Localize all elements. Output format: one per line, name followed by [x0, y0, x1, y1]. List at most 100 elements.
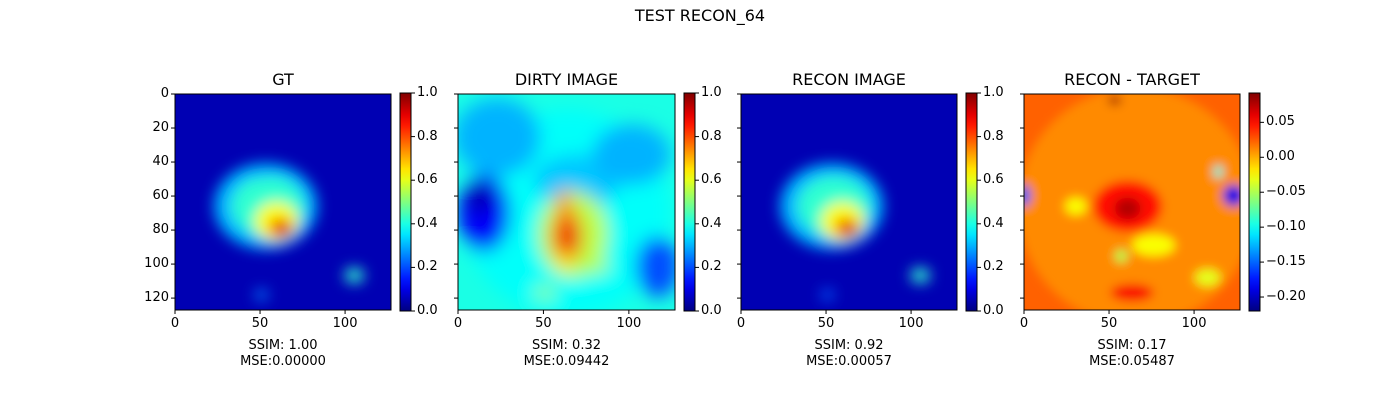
axes-frame [174, 93, 392, 311]
colorbar [965, 92, 978, 312]
x-tick-label: 50 [535, 316, 552, 331]
y-tick-label: 40 [152, 154, 169, 170]
panel-title: RECON - TARGET [1064, 70, 1200, 89]
heatmap-blob [1222, 184, 1240, 207]
x-tick-label: 100 [1181, 316, 1207, 331]
heatmap-blob [561, 221, 577, 252]
colorbar-tick-label: 0.0 [701, 303, 722, 318]
colorbar-tick-label: 0.2 [417, 259, 438, 275]
x-tick-label: 100 [898, 316, 924, 331]
heatmap-blob [533, 286, 556, 300]
heatmap-blob [910, 267, 931, 283]
heatmap-blob [557, 189, 571, 215]
colorbar [399, 92, 412, 312]
heatmap-blob [1194, 268, 1221, 287]
colorbar-tick-label: 0.00 [1266, 149, 1295, 165]
panel-title: GT [272, 70, 294, 89]
colorbar-tick-label: 0.6 [701, 172, 722, 188]
colorbar-tick-label: 0.8 [983, 128, 1004, 144]
heatmap-blob [458, 98, 541, 177]
mse-value: MSE:0.05487 [1089, 354, 1175, 369]
y-tick-label: 60 [152, 188, 169, 204]
heatmap-image-1 [175, 94, 391, 310]
colorbar-tick-label: 0.6 [417, 172, 438, 188]
heatmap-blob [1132, 234, 1176, 256]
axes-frame [457, 93, 676, 311]
colorbar-tick-label: 0.0 [983, 303, 1004, 318]
axes-frame [1023, 93, 1241, 311]
panel-title: RECON IMAGE [792, 70, 906, 89]
heatmap-blob [1114, 197, 1141, 220]
x-tick-label: 100 [616, 316, 642, 331]
colorbar-tick-label: 0.4 [701, 215, 722, 231]
heatmap-blob [1024, 184, 1031, 207]
metrics-label: SSIM: 0.32 MSE:0.09442 [438, 338, 695, 370]
panel-title: DIRTY IMAGE [514, 70, 619, 89]
heatmap-blob [575, 260, 610, 274]
ssim-value: SSIM: 0.32 [531, 338, 601, 353]
colorbar [683, 92, 696, 312]
y-tick-label: 80 [152, 222, 169, 238]
metrics-label: SSIM: 0.17 MSE:0.05487 [1004, 338, 1260, 370]
ssim-value: SSIM: 0.92 [814, 338, 884, 353]
colorbar-tick-label: 0.2 [701, 259, 722, 275]
heatmap-blob [635, 236, 675, 298]
figure-title: TEST RECON_64 [634, 6, 766, 25]
x-tick-label: 0 [170, 316, 180, 331]
heatmap-blob [1114, 249, 1128, 263]
heatmap-blob [276, 224, 290, 236]
x-tick-label: 0 [453, 316, 463, 331]
colorbar-tick-label: 0.2 [983, 259, 1004, 275]
metrics-label: SSIM: 1.00 MSE:0.00000 [155, 338, 411, 370]
colorbar-tick-label: −0.15 [1266, 254, 1306, 270]
ssim-value: SSIM: 1.00 [248, 338, 318, 353]
y-tick-label: 120 [144, 290, 169, 306]
colorbar-tick-label: −0.05 [1266, 184, 1306, 200]
heatmap-blob [820, 289, 834, 301]
mse-value: MSE:0.09442 [523, 354, 610, 369]
heatmap-blob [592, 124, 671, 185]
metrics-label: SSIM: 0.92 MSE:0.00057 [721, 338, 977, 370]
heatmap-blob [344, 267, 364, 283]
heatmap-image-3 [741, 94, 957, 310]
x-tick-label: 0 [1019, 316, 1029, 331]
colorbar-tick-label: 0.4 [983, 215, 1004, 231]
heatmap-blob [1214, 165, 1223, 179]
x-tick-label: 50 [251, 316, 269, 331]
x-tick-label: 50 [817, 316, 835, 331]
colorbar [1248, 92, 1261, 312]
heatmap-blob [557, 251, 571, 274]
x-tick-label: 100 [332, 316, 358, 331]
y-tick-label: 100 [144, 256, 169, 272]
heatmap-blob [466, 180, 493, 215]
colorbar-tick-label: 1.0 [983, 85, 1004, 100]
heatmap-image-2 [458, 94, 675, 310]
ssim-value: SSIM: 0.17 [1097, 338, 1167, 353]
mse-value: MSE:0.00000 [240, 354, 326, 369]
colorbar-tick-label: 0.8 [417, 128, 438, 144]
colorbar-tick-label: 1.0 [417, 85, 438, 100]
colorbar-tick-label: 0.4 [417, 215, 438, 231]
colorbar-tick-label: −0.10 [1266, 219, 1306, 235]
x-tick-label: 0 [736, 316, 746, 331]
heatmap-image-4 [1024, 94, 1240, 310]
heatmap-blob [842, 224, 856, 236]
colorbar-tick-label: 0.05 [1266, 114, 1295, 130]
colorbar-tick-label: 0.0 [417, 303, 438, 318]
x-tick-label: 50 [1100, 316, 1118, 331]
heatmap-blob [250, 165, 273, 179]
y-tick-label: 0 [160, 86, 169, 101]
heatmap-blob [254, 289, 268, 301]
colorbar-tick-label: 1.0 [701, 85, 722, 100]
heatmap-blob [1065, 197, 1087, 215]
mse-value: MSE:0.00057 [806, 354, 892, 369]
axes-frame [740, 93, 958, 311]
colorbar-tick-label: −0.20 [1266, 289, 1306, 305]
y-tick-label: 20 [152, 120, 169, 136]
heatmap-blob [1110, 284, 1154, 302]
colorbar-tick-label: 0.8 [701, 128, 722, 144]
heatmap-blob [1108, 96, 1122, 105]
colorbar-tick-label: 0.6 [983, 172, 1004, 188]
